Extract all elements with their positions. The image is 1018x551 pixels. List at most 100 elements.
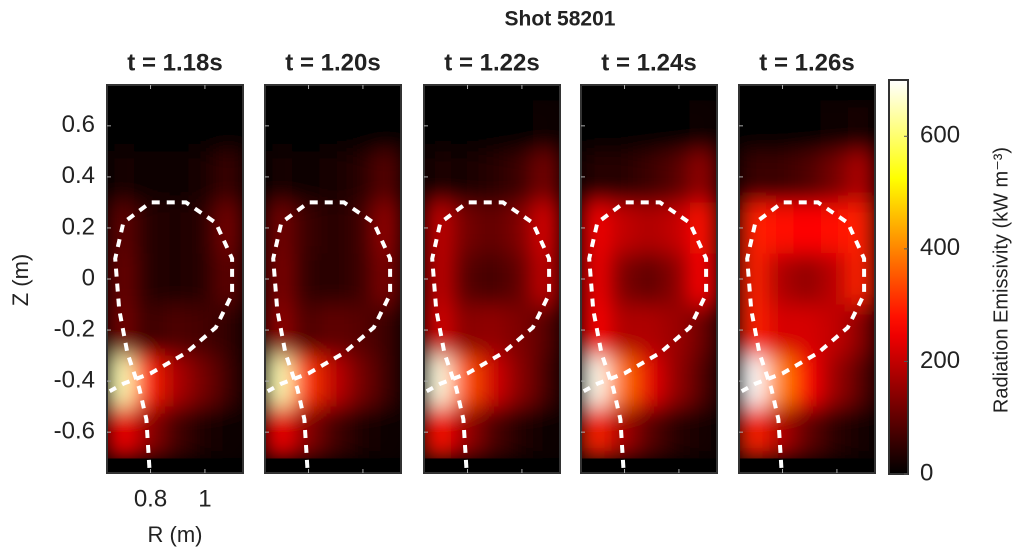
heatmap-cell: [505, 406, 534, 459]
heatmap-cell: [581, 253, 609, 306]
heatmap-cell: [608, 304, 636, 357]
y-tick-label: 0.6: [62, 111, 95, 138]
heatmap-cell: [292, 253, 320, 306]
heatmap-cell: [581, 100, 609, 152]
heatmap-cell: [820, 202, 849, 254]
heatmap-cell: [265, 151, 293, 203]
heatmap-cell: [739, 151, 767, 203]
heatmap-cells: [107, 100, 243, 459]
heatmap-cell: [766, 355, 794, 408]
y-tick-label: -0.6: [54, 418, 95, 445]
heatmap-cell: [292, 202, 320, 254]
heatmap-cell: [793, 406, 822, 459]
heatmap-cell: [847, 151, 875, 203]
heatmap-cell: [662, 253, 691, 306]
heatmap-cell: [161, 151, 190, 203]
y-tick-label: 0: [82, 264, 95, 291]
heatmap-cell: [766, 151, 794, 203]
separatrix: [425, 200, 552, 469]
heatmap-cell: [265, 100, 293, 152]
heatmap-cell: [424, 151, 452, 203]
heatmap-cell: [161, 253, 190, 306]
heatmap-cell: [134, 253, 162, 306]
heatmap-cell: [635, 406, 664, 459]
heatmap-cell: [689, 253, 717, 306]
heatmap-cell: [292, 151, 320, 203]
heatmap-cell: [188, 202, 217, 254]
heatmap-cell: [793, 253, 822, 306]
heatmap-cell: [505, 355, 534, 408]
panel-title: t = 1.22s: [444, 49, 539, 76]
heatmap-cell: [820, 355, 849, 408]
colorbar-label: Radiation Emissivity (kW m⁻³): [990, 147, 1012, 413]
heatmap-cell: [134, 355, 162, 408]
separatrix: [108, 200, 235, 469]
heatmap-cell: [505, 202, 534, 254]
heatmap: [265, 100, 401, 469]
y-tick-label: 0.4: [62, 162, 95, 189]
heatmap-cell: [346, 253, 375, 306]
heatmap-cell: [635, 304, 664, 357]
heatmap-cell: [532, 355, 560, 408]
heatmap: [739, 100, 875, 469]
heatmap-cell: [662, 100, 691, 152]
heatmap-cell: [215, 100, 243, 152]
colorbar: [888, 79, 909, 475]
heatmap-cell: [662, 355, 691, 408]
heatmap-cell: [451, 355, 479, 408]
heatmap-cell: [608, 355, 636, 408]
heatmap-cell: [373, 100, 401, 152]
y-tick-label: -0.2: [54, 315, 95, 342]
heatmap-cell: [847, 100, 875, 152]
panel-title: t = 1.24s: [601, 49, 696, 76]
heatmap-cell: [739, 406, 767, 459]
heatmap-cell: [451, 253, 479, 306]
heatmap-cell: [188, 253, 217, 306]
heatmap-cell: [478, 304, 507, 357]
heatmap-cell: [820, 100, 849, 152]
heatmap-cell: [505, 253, 534, 306]
colorbar-tick-label: 400: [920, 234, 960, 261]
heatmap-cell: [424, 100, 452, 152]
heatmap-cell: [478, 253, 507, 306]
heatmap-cell: [134, 151, 162, 203]
heatmap-cell: [635, 253, 664, 306]
heatmap-cell: [689, 100, 717, 152]
heatmap-cell: [505, 151, 534, 203]
heatmap-cells: [424, 100, 560, 459]
x-tick-label: 0.8: [134, 485, 167, 512]
heatmap-cell: [766, 253, 794, 306]
panel-title: t = 1.26s: [759, 49, 854, 76]
heatmap-cell: [608, 202, 636, 254]
heatmap-cell: [373, 151, 401, 203]
heatmap-cell: [820, 151, 849, 203]
heatmap-cell: [739, 304, 767, 357]
x-axis-label: R (m): [148, 522, 203, 547]
heatmap-cell: [689, 151, 717, 203]
heatmap-cell: [319, 406, 348, 459]
heatmap-cell: [662, 151, 691, 203]
heatmap-cell: [739, 253, 767, 306]
heatmap-cell: [215, 406, 243, 459]
heatmap-cell: [478, 202, 507, 254]
heatmap-cells: [739, 100, 875, 459]
heatmap-cell: [608, 253, 636, 306]
heatmap-cell: [505, 100, 534, 152]
heatmap-cell: [134, 304, 162, 357]
heatmap-cell: [319, 100, 348, 152]
heatmap-cell: [373, 406, 401, 459]
heatmap-cell: [424, 304, 452, 357]
heatmap-cell: [532, 100, 560, 152]
y-tick-label: 0.2: [62, 213, 95, 240]
heatmap-cell: [265, 304, 293, 357]
heatmap-cell: [107, 100, 135, 152]
heatmap-cell: [532, 253, 560, 306]
heatmap-cell: [689, 355, 717, 408]
heatmap-cell: [793, 100, 822, 152]
heatmap-cells: [265, 100, 401, 459]
y-axis-label: Z (m): [8, 254, 33, 307]
heatmap-cells: [581, 100, 717, 459]
separatrix: [582, 200, 709, 469]
heatmap-cell: [319, 202, 348, 254]
colorbar-tick-label: 0: [920, 459, 933, 486]
